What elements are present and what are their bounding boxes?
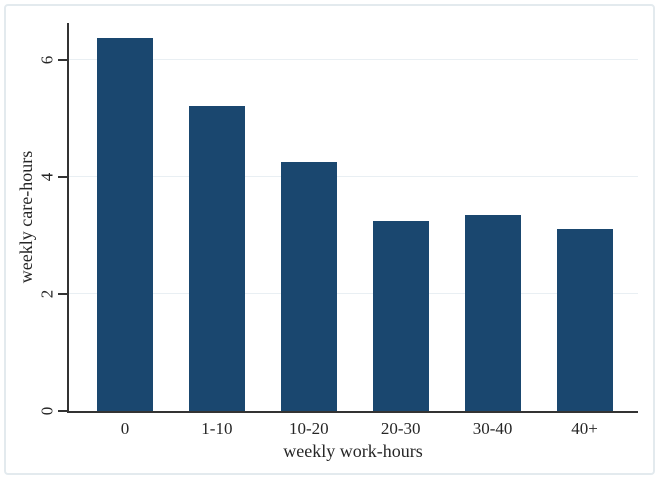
- x-tick-label: 0: [120, 419, 130, 438]
- x-tick-label: 30-40: [472, 419, 513, 438]
- y-axis-title: weekly care-hours: [16, 150, 36, 284]
- bar: [464, 214, 521, 411]
- x-axis-line: [67, 411, 638, 413]
- y-tick-mark: [58, 292, 67, 295]
- y-tick-label: 4: [37, 172, 57, 182]
- x-tick-label: 10-20: [288, 419, 329, 438]
- figure-border: [4, 4, 655, 475]
- y-gridline: [67, 176, 638, 178]
- y-tick-mark: [58, 410, 67, 412]
- y-tick-label: 0: [37, 406, 57, 416]
- y-tick-label: 6: [37, 55, 57, 65]
- bar: [556, 228, 613, 411]
- x-tick-label: 1-10: [201, 419, 233, 438]
- bar: [97, 37, 153, 411]
- bar: [188, 105, 245, 411]
- y-tick-label: 2: [37, 289, 57, 299]
- y-tick-mark: [58, 58, 67, 61]
- x-tick-label: 40+: [571, 419, 598, 438]
- bar: [280, 162, 337, 411]
- y-tick-mark: [58, 175, 67, 178]
- y-gridline: [67, 293, 638, 295]
- x-tick-label: 20-30: [380, 419, 421, 438]
- bar: [372, 221, 429, 411]
- y-axis-line: [67, 23, 69, 413]
- x-axis-title: weekly work-hours: [283, 441, 423, 461]
- y-gridline: [67, 59, 638, 61]
